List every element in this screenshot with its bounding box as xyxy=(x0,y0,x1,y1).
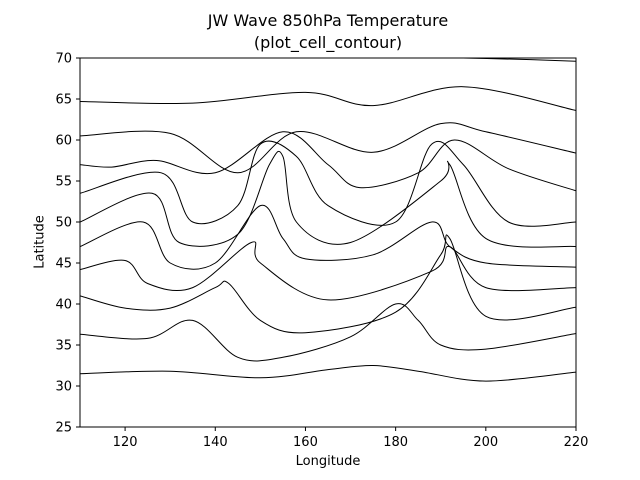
y-tick-label: 55 xyxy=(55,175,72,190)
contour-line xyxy=(80,234,576,334)
x-tick-label: 140 xyxy=(203,435,228,450)
x-axis-label: Longitude xyxy=(295,454,361,469)
y-axis-label: Latitude xyxy=(32,215,48,269)
x-tick-label: 200 xyxy=(473,435,498,450)
y-tick-label: 30 xyxy=(55,380,72,395)
contour-line xyxy=(80,303,576,362)
plot-frame xyxy=(79,57,577,428)
contour-line xyxy=(80,140,576,227)
chart-subtitle: (plot_cell_contour) xyxy=(253,33,403,52)
contour-line xyxy=(80,131,576,192)
y-tick-label: 50 xyxy=(55,216,72,231)
contour-line xyxy=(80,150,576,248)
y-tick-label: 25 xyxy=(55,421,72,436)
contour-line xyxy=(80,122,576,174)
x-tick-label: 160 xyxy=(293,435,318,450)
y-tick-label: 40 xyxy=(55,298,72,313)
contour-line xyxy=(80,86,576,111)
y-tick-label: 65 xyxy=(55,93,72,108)
contour-line xyxy=(80,204,576,270)
x-tick-label: 180 xyxy=(383,435,408,450)
contour-lines xyxy=(80,58,576,382)
chart-title: JW Wave 850hPa Temperature xyxy=(207,11,449,30)
x-tick-label: 220 xyxy=(564,435,589,450)
y-tick-label: 70 xyxy=(55,52,72,67)
y-tick-label: 45 xyxy=(55,257,72,272)
x-axis-ticks: 120 140 160 180 200 220 xyxy=(113,427,589,450)
y-tick-label: 60 xyxy=(55,134,72,149)
contour-line xyxy=(80,364,576,382)
y-tick-label: 35 xyxy=(55,339,72,354)
x-tick-label: 120 xyxy=(113,435,138,450)
contour-line xyxy=(80,241,576,301)
contour-line xyxy=(442,58,576,62)
y-axis-ticks: 25 30 35 40 45 50 55 60 65 70 xyxy=(55,52,80,436)
